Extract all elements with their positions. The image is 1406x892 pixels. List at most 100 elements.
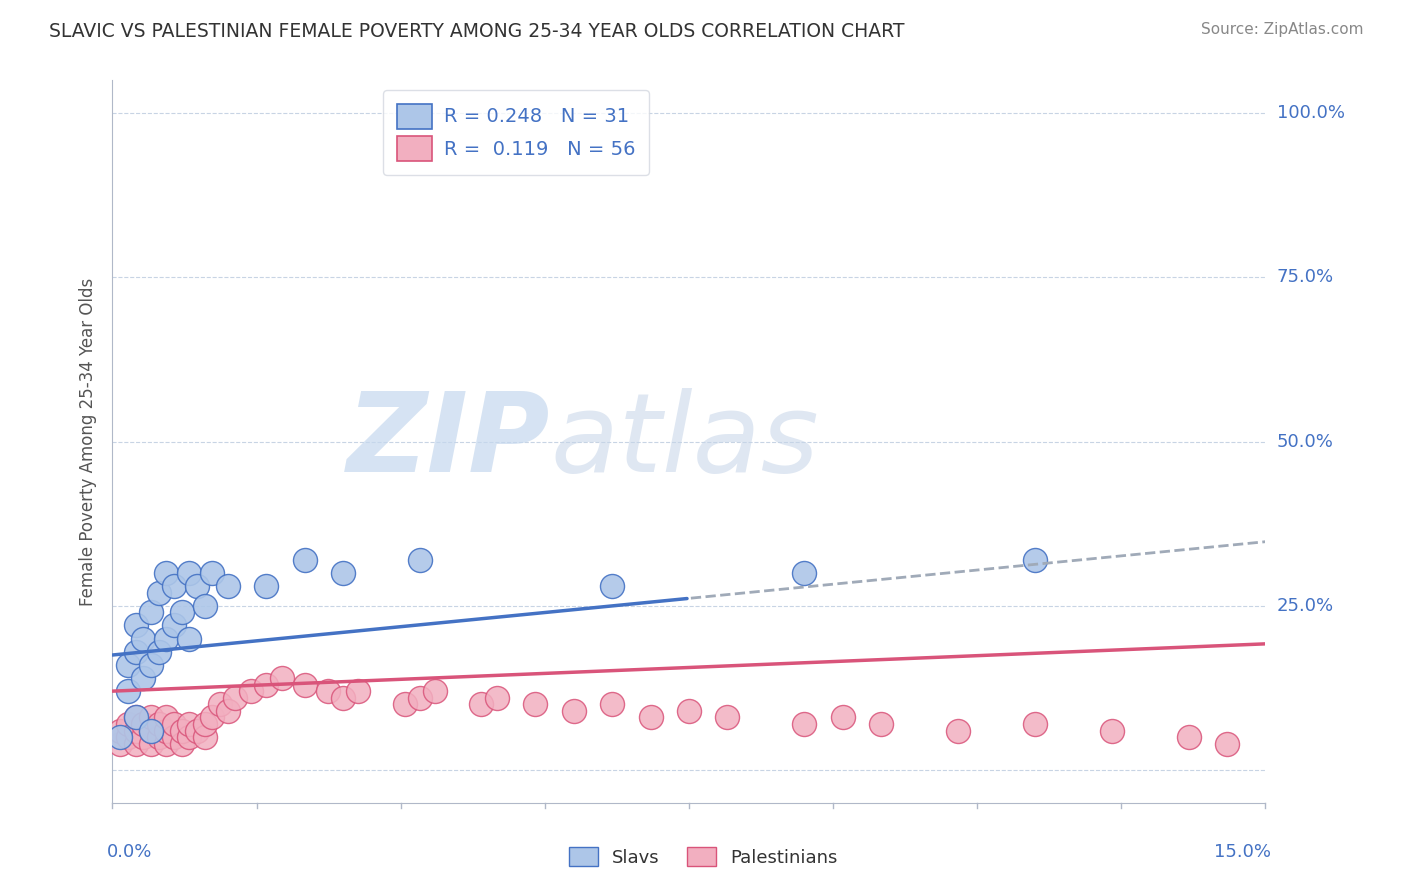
Point — [132, 730, 155, 744]
Point — [117, 657, 139, 672]
Point — [139, 710, 162, 724]
Point — [425, 684, 447, 698]
Point — [155, 566, 177, 580]
Point — [108, 737, 131, 751]
Point — [793, 566, 815, 580]
Point — [870, 717, 893, 731]
Point — [1024, 553, 1046, 567]
Point — [254, 579, 277, 593]
Point — [132, 671, 155, 685]
Point — [347, 684, 370, 698]
Point — [678, 704, 700, 718]
Point — [485, 690, 508, 705]
Point — [409, 690, 432, 705]
Text: 15.0%: 15.0% — [1215, 843, 1271, 861]
Point — [1024, 717, 1046, 731]
Point — [470, 698, 492, 712]
Point — [217, 704, 239, 718]
Point — [793, 717, 815, 731]
Point — [254, 677, 277, 691]
Point — [179, 730, 201, 744]
Point — [139, 723, 162, 738]
Point — [155, 632, 177, 646]
Point — [640, 710, 662, 724]
Text: ZIP: ZIP — [347, 388, 551, 495]
Text: 50.0%: 50.0% — [1277, 433, 1334, 450]
Point — [124, 645, 146, 659]
Text: Source: ZipAtlas.com: Source: ZipAtlas.com — [1201, 22, 1364, 37]
Point — [1101, 723, 1123, 738]
Point — [139, 605, 162, 619]
Point — [224, 690, 246, 705]
Point — [148, 645, 170, 659]
Point — [124, 618, 146, 632]
Point — [124, 710, 146, 724]
Point — [194, 717, 217, 731]
Text: 25.0%: 25.0% — [1277, 597, 1334, 615]
Text: atlas: atlas — [551, 388, 820, 495]
Point — [179, 717, 201, 731]
Point — [332, 566, 354, 580]
Legend: Slavs, Palestinians: Slavs, Palestinians — [561, 840, 845, 874]
Point — [108, 730, 131, 744]
Point — [217, 579, 239, 593]
Point — [117, 730, 139, 744]
Text: 0.0%: 0.0% — [107, 843, 152, 861]
Point — [332, 690, 354, 705]
Point — [179, 566, 201, 580]
Point — [132, 632, 155, 646]
Point — [194, 730, 217, 744]
Point — [124, 737, 146, 751]
Point — [155, 737, 177, 751]
Point — [124, 710, 146, 724]
Point — [132, 717, 155, 731]
Point — [124, 723, 146, 738]
Point — [148, 585, 170, 599]
Point — [524, 698, 547, 712]
Point — [163, 618, 186, 632]
Point — [170, 723, 193, 738]
Point — [163, 717, 186, 731]
Point — [201, 566, 224, 580]
Point — [117, 717, 139, 731]
Point — [294, 677, 316, 691]
Point — [148, 717, 170, 731]
Point — [139, 723, 162, 738]
Point — [186, 723, 208, 738]
Point — [716, 710, 738, 724]
Point — [239, 684, 262, 698]
Point — [170, 737, 193, 751]
Point — [946, 723, 969, 738]
Text: SLAVIC VS PALESTINIAN FEMALE POVERTY AMONG 25-34 YEAR OLDS CORRELATION CHART: SLAVIC VS PALESTINIAN FEMALE POVERTY AMO… — [49, 22, 904, 41]
Point — [170, 605, 193, 619]
Y-axis label: Female Poverty Among 25-34 Year Olds: Female Poverty Among 25-34 Year Olds — [79, 277, 97, 606]
Point — [155, 710, 177, 724]
Point — [194, 599, 217, 613]
Text: 75.0%: 75.0% — [1277, 268, 1334, 286]
Point — [163, 579, 186, 593]
Point — [1177, 730, 1199, 744]
Point — [409, 553, 432, 567]
Point — [562, 704, 585, 718]
Point — [394, 698, 416, 712]
Point — [139, 657, 162, 672]
Point — [186, 579, 208, 593]
Legend: R = 0.248   N = 31, R =  0.119   N = 56: R = 0.248 N = 31, R = 0.119 N = 56 — [384, 90, 648, 175]
Point — [294, 553, 316, 567]
Point — [831, 710, 853, 724]
Point — [117, 684, 139, 698]
Point — [209, 698, 232, 712]
Point — [600, 698, 623, 712]
Point — [139, 737, 162, 751]
Text: 100.0%: 100.0% — [1277, 104, 1346, 122]
Point — [148, 730, 170, 744]
Point — [155, 723, 177, 738]
Point — [179, 632, 201, 646]
Point — [201, 710, 224, 724]
Point — [270, 671, 292, 685]
Point — [1216, 737, 1239, 751]
Point — [600, 579, 623, 593]
Point — [163, 730, 186, 744]
Point — [316, 684, 339, 698]
Point — [108, 723, 131, 738]
